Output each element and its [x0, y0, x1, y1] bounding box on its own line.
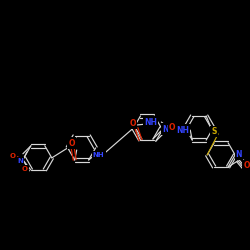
Text: NH: NH	[176, 126, 189, 134]
Text: O: O	[169, 124, 175, 132]
Text: N: N	[162, 124, 168, 134]
Text: N: N	[236, 150, 242, 159]
Text: O: O	[22, 166, 28, 172]
Text: S: S	[212, 127, 217, 136]
Text: O: O	[10, 153, 16, 159]
Text: NH: NH	[144, 118, 157, 127]
Text: O: O	[244, 162, 250, 170]
Text: O: O	[68, 138, 75, 147]
Text: O: O	[129, 119, 136, 128]
Text: ⁻: ⁻	[26, 168, 28, 173]
Text: N: N	[17, 158, 23, 164]
Text: NH: NH	[93, 152, 104, 158]
